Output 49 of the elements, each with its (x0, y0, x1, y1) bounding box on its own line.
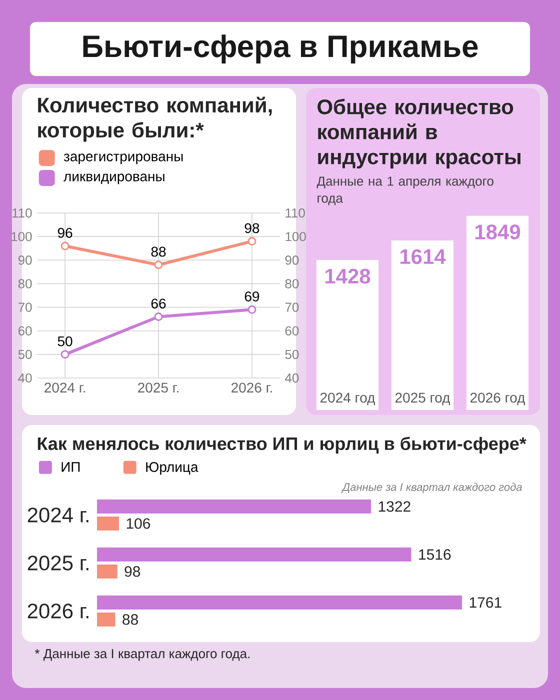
y-tick-label: 80 (18, 279, 32, 288)
data-label: 66 (151, 298, 166, 309)
y2-tick-label: 40 (285, 373, 299, 383)
chart-title: Общее количество компаний в индустрии красоты (318, 98, 520, 168)
x-tick-label: 2024 год (320, 392, 375, 406)
data-label: 1516 (419, 549, 451, 560)
y-tick-label: 50 (18, 350, 32, 360)
data-label: 1322 (378, 501, 410, 512)
legend-label: ИП (62, 462, 80, 472)
legend-label: зарегистрированы (64, 154, 183, 164)
y-tick-label: 2024 г. (28, 508, 88, 522)
y-tick-label: 2025 г. (28, 556, 88, 570)
y2-tick-label: 60 (285, 326, 299, 336)
data-label: 98 (244, 223, 260, 234)
data-label: 69 (244, 292, 260, 302)
y-tick-label: 70 (18, 302, 32, 312)
legend-label: ликвидированы (64, 174, 164, 184)
data-label: 1428 (325, 268, 370, 284)
y2-tick-label: 90 (285, 256, 299, 265)
data-label: 106 (126, 518, 150, 529)
data-label: 96 (58, 228, 72, 238)
legend-label: Юрлица (146, 462, 198, 475)
y2-tick-label: 50 (285, 350, 299, 360)
data-label: 50 (58, 336, 72, 346)
y-tick-label: 60 (18, 326, 32, 336)
data-label: 88 (122, 614, 138, 625)
y2-tick-label: 70 (285, 302, 299, 312)
data-label: 98 (124, 566, 140, 577)
chart-subtitle: Данные на 1 апреля каждого года (316, 176, 494, 206)
data-label: 88 (151, 246, 166, 257)
chart-title: Как менялось количество ИП и юрлиц в бьюти-сфере* (38, 436, 526, 454)
x-tick-label: 2026 год (470, 392, 525, 406)
y2-tick-label: 100 (286, 232, 306, 242)
data-label: 1614 (400, 249, 446, 264)
y2-tick-label: 80 (285, 279, 299, 288)
data-label: 1761 (470, 597, 502, 608)
y-tick-label: 90 (18, 256, 32, 265)
text: * Данные за I квартал каждого года. (34, 649, 250, 661)
x-tick-label: 2026 г. (232, 382, 272, 393)
chart-title: Количество компаний, которые были:* (38, 96, 272, 142)
x-tick-label: 2025 год (395, 392, 450, 406)
y2-tick-label: 110 (286, 208, 305, 218)
y-tick-label: 40 (18, 373, 32, 383)
annotation: Данные за I квартал каждого года (341, 482, 522, 494)
y-tick-label: 2026 г. (28, 604, 88, 618)
text: Бьюти-сфера в Прикамье (83, 34, 478, 64)
data-label: 1849 (475, 224, 520, 240)
y-tick-label: 110 (12, 208, 32, 218)
x-tick-label: 2025 г. (138, 382, 178, 393)
